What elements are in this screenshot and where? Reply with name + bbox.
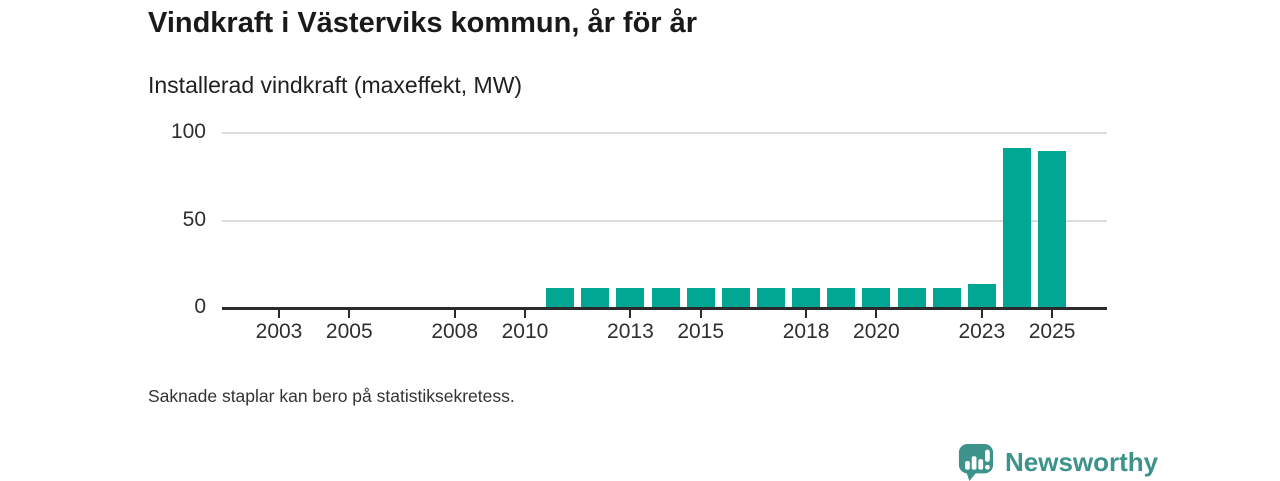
x-tick-2020 xyxy=(875,310,878,318)
brand-logo: Newsworthy xyxy=(956,443,1158,481)
x-tick-2005 xyxy=(348,310,351,318)
chart-subtitle: Installerad vindkraft (maxeffekt, MW) xyxy=(148,72,523,98)
x-tick-label-2013: 2013 xyxy=(607,320,654,343)
footnote: Saknade staplar kan bero på statistiksek… xyxy=(148,386,515,406)
bar-2023 xyxy=(967,284,996,307)
x-tick-label-2003: 2003 xyxy=(255,320,303,343)
x-tick-2013 xyxy=(629,310,632,318)
bar-2011 xyxy=(546,287,575,307)
y-tick-label-100: 100 xyxy=(170,120,206,143)
x-tick-2015 xyxy=(699,310,702,318)
gridline-50 xyxy=(222,219,1107,222)
x-tick-label-2023: 2023 xyxy=(958,320,1006,343)
y-tick-label-50: 50 xyxy=(182,207,206,231)
newsworthy-logo-icon xyxy=(958,443,994,481)
bar-2021 xyxy=(897,287,926,307)
gridline-100 xyxy=(222,132,1107,134)
x-tick-2003 xyxy=(278,310,280,318)
bar-2022 xyxy=(932,287,961,307)
bar-2013 xyxy=(616,287,645,307)
bar-2014 xyxy=(651,287,680,307)
x-tick-label-2008: 2008 xyxy=(431,320,479,343)
x-tick-label-2018: 2018 xyxy=(782,320,830,343)
bar-2020 xyxy=(862,287,891,307)
x-tick-2025 xyxy=(1051,310,1054,318)
bar-2019 xyxy=(827,287,856,307)
x-tick-label-2020: 2020 xyxy=(853,320,900,343)
brand-name: Newsworthy xyxy=(1005,447,1159,477)
x-tick-label-2010: 2010 xyxy=(501,320,549,343)
x-tick-2008 xyxy=(453,310,456,318)
x-tick-2023 xyxy=(980,310,983,318)
bar-2018 xyxy=(792,287,821,307)
x-tick-label-2025: 2025 xyxy=(1028,320,1076,343)
x-tick-2010 xyxy=(523,310,526,318)
x-axis-line xyxy=(222,307,1107,310)
bar-2024 xyxy=(1002,147,1031,307)
x-tick-label-2005: 2005 xyxy=(325,320,373,343)
chart-title: Vindkraft i Västerviks kommun, år för år xyxy=(148,7,698,39)
bar-2012 xyxy=(581,287,610,307)
bar-2025 xyxy=(1038,151,1067,307)
bar-2015 xyxy=(686,287,715,307)
x-tick-2018 xyxy=(805,310,808,318)
bar-2016 xyxy=(721,287,750,307)
bar-2017 xyxy=(756,287,785,307)
y-tick-label-0: 0 xyxy=(194,295,206,318)
x-tick-label-2015: 2015 xyxy=(677,320,725,343)
